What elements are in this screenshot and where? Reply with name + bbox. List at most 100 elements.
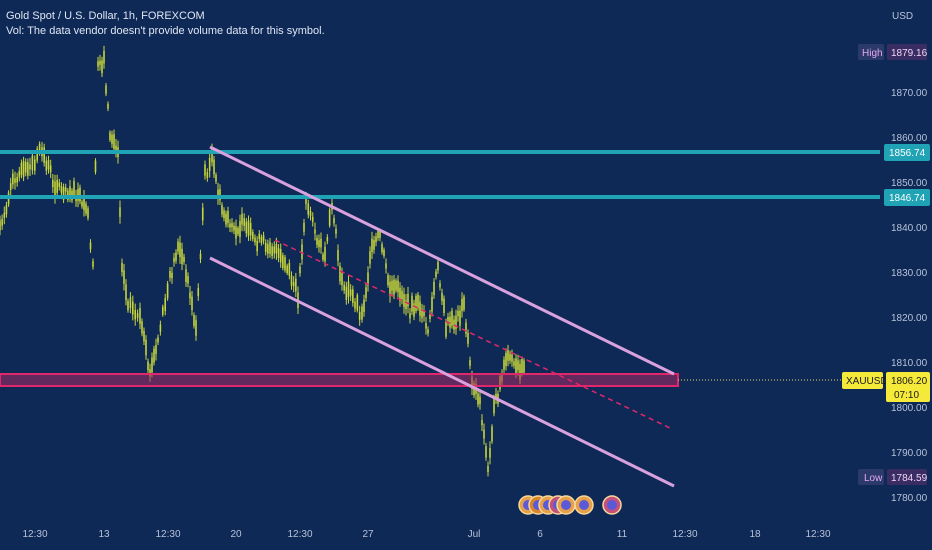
- candle-body: [243, 218, 245, 227]
- candle-body: [14, 178, 16, 183]
- candle-body: [247, 220, 250, 236]
- price-tick-label: 1780.00: [891, 493, 928, 504]
- candle-body: [318, 240, 320, 248]
- time-tick-label: 18: [749, 529, 761, 540]
- candle-body: [129, 297, 132, 309]
- candle-body: [94, 160, 97, 173]
- candle-body: [455, 315, 457, 329]
- candle-body: [103, 50, 105, 64]
- candle-body: [54, 181, 56, 198]
- price-tick-label: 1800.00: [891, 403, 928, 414]
- candle-body: [451, 310, 453, 326]
- candle-body: [441, 292, 443, 302]
- candle-body: [22, 161, 25, 177]
- earnings-event-icon[interactable]: [556, 495, 576, 515]
- candle-body: [435, 271, 437, 277]
- candle-body: [387, 275, 389, 286]
- candle-body: [179, 242, 181, 258]
- candle-body: [339, 265, 341, 282]
- candle-body: [201, 207, 204, 221]
- candle-body: [52, 179, 54, 188]
- dividend-event-icon[interactable]: [574, 495, 594, 515]
- low-value-tag-bg: [887, 469, 927, 485]
- earnings-event-icon[interactable]: [602, 495, 622, 515]
- price-tick-label: 1790.00: [891, 448, 928, 459]
- candle-body: [20, 162, 23, 175]
- candle-body: [467, 332, 469, 344]
- price-tick-label: 1850.00: [891, 178, 928, 189]
- candle-body: [320, 238, 322, 248]
- candle-body: [141, 321, 143, 334]
- candle-body: [56, 179, 58, 193]
- price-axis[interactable]: USD 1870.00 1860.00 1850.00 1840.00 1830.00 1…: [842, 11, 930, 504]
- candle-body: [38, 143, 41, 154]
- candle-body: [443, 298, 445, 313]
- candle-body: [271, 246, 273, 257]
- candle-body: [431, 296, 433, 312]
- price-tick-label: 1840.00: [891, 223, 928, 234]
- candle-body: [77, 188, 79, 201]
- candle-body: [519, 363, 521, 380]
- candle-body: [197, 288, 200, 297]
- channel-upper-line[interactable]: [209, 145, 675, 376]
- channel-midline[interactable]: [274, 239, 671, 429]
- candle-body: [27, 162, 29, 176]
- candle-body: [335, 228, 337, 234]
- candle-body: [379, 231, 381, 238]
- channel-lower-line[interactable]: [209, 256, 675, 488]
- candle-body: [69, 186, 71, 196]
- candle-body: [18, 171, 21, 178]
- candle-body: [521, 359, 523, 375]
- candle-body: [47, 159, 50, 170]
- symbol-title[interactable]: Gold Spot / U.S. Dollar, 1h, FOREXCOM: [6, 10, 205, 22]
- candle-body: [267, 244, 269, 254]
- candle-body: [309, 211, 312, 217]
- candle-body: [349, 289, 352, 296]
- candle-body: [282, 255, 284, 268]
- candle-body: [453, 319, 455, 330]
- candle-body: [375, 236, 377, 243]
- level-1-value: 1856.74: [889, 148, 926, 159]
- candle-body: [316, 237, 318, 245]
- high-value-tag-bg: [887, 44, 927, 60]
- candle-body: [423, 310, 425, 316]
- candle-body: [225, 213, 227, 225]
- candle-body: [139, 307, 141, 324]
- candle-body: [373, 239, 375, 250]
- candle-body: [187, 276, 189, 284]
- candle-body: [231, 223, 233, 228]
- candle-body: [425, 322, 427, 329]
- candle-body: [62, 186, 65, 200]
- candle-body: [465, 322, 467, 334]
- candle-body: [264, 242, 267, 252]
- candle-body: [89, 242, 92, 250]
- candle-body: [439, 283, 441, 288]
- candle-body: [311, 216, 314, 222]
- candle-body: [43, 147, 45, 163]
- candle-body: [495, 393, 497, 399]
- candle-body: [413, 303, 415, 317]
- symbol-tag-bg: [842, 372, 883, 389]
- candle-body: [347, 281, 350, 298]
- candle-body: [233, 225, 235, 231]
- candle-body: [60, 186, 63, 193]
- candle-body: [0, 220, 1, 231]
- symbol-label: XAUUSD: [846, 376, 888, 387]
- candle-body: [149, 369, 151, 377]
- chart-legend: Gold Spot / U.S. Dollar, 1h, FOREXCOM Vo…: [6, 9, 325, 39]
- candle-body: [417, 294, 419, 309]
- candle-body: [111, 134, 113, 144]
- event-markers[interactable]: [518, 495, 622, 515]
- candle-body: [479, 396, 481, 405]
- candle-body: [101, 60, 103, 74]
- candle-body: [487, 465, 489, 472]
- time-axis[interactable]: 12:30 13 12:30 20 12:30 27 Jul 6 11 12:30 18 12:30: [22, 529, 830, 540]
- candle-body: [275, 244, 278, 254]
- candle-body: [403, 294, 405, 308]
- high-tag-bg: [858, 44, 884, 60]
- candle-body: [429, 313, 431, 319]
- candle-body: [227, 211, 229, 224]
- candle-body: [183, 256, 185, 262]
- candle-body: [24, 161, 27, 173]
